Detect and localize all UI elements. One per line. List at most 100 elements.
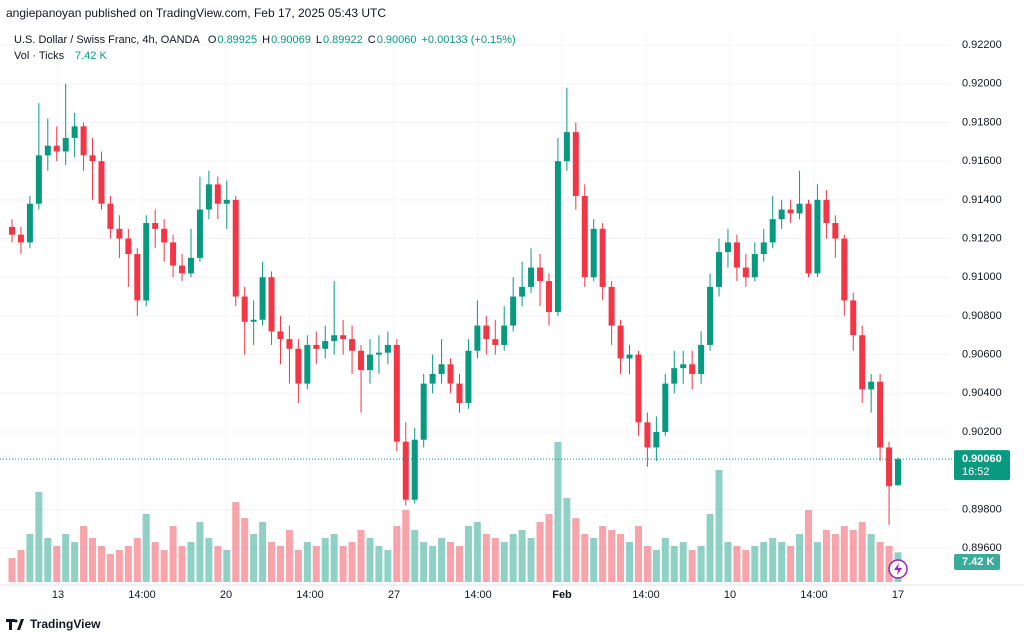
candle-body [152,223,159,229]
volume-bar [71,542,79,582]
candle-body [590,228,597,278]
volume-bar [626,542,634,582]
volume-bar [581,534,589,582]
volume-bar [769,538,777,582]
brand-name: TradingView [30,617,101,631]
x-tick-label: 14:00 [800,589,828,601]
candle-body [205,184,212,210]
y-tick-label: 0.90600 [962,349,1002,361]
volume-title: Vol · Ticks [14,50,65,62]
x-tick-label: 13 [52,589,64,601]
volume-bar [89,538,97,582]
legend-key: C [368,34,376,46]
candle-body [510,296,517,326]
volume-bar [348,542,356,582]
candle-body [474,325,481,351]
candle-body [886,447,893,487]
volume-bar [35,492,43,582]
y-tick-label: 0.92000 [962,78,1002,90]
volume-bar [563,498,571,582]
volume-bar [187,542,195,582]
volume-bar [634,526,642,582]
volume-bar [813,542,821,582]
volume-bar [706,514,714,582]
y-tick-label: 0.92200 [962,39,1002,51]
volume-bar [742,550,750,582]
candle-body [187,257,194,274]
candle-body [143,223,150,301]
candle-body [751,254,758,278]
candle-body [420,383,427,440]
candle-body [295,348,302,384]
volume-bar [321,538,329,582]
x-tick-label: 27 [388,589,400,601]
volume-bar [366,538,374,582]
candle-body [832,223,839,239]
volume-bar [250,534,258,582]
volume-bar [223,550,231,582]
candle-body [608,286,615,326]
y-tick-label: 0.91800 [962,116,1002,128]
volume-bar [697,546,705,582]
x-tick-label: 20 [220,589,232,601]
candle-body [769,219,776,243]
volume-bar [885,546,893,582]
volume-bar [259,522,267,582]
legend-value: 0.89925 [217,34,257,46]
candle-body [778,209,785,220]
candle-body [483,325,490,340]
candle-body [250,319,257,322]
volume-bar [402,510,410,582]
volume-bar [760,542,768,582]
candle-body [841,238,848,301]
candle-body [116,228,123,239]
candle-body [653,431,660,448]
volume-bar [151,542,159,582]
volume-bar [876,542,884,582]
volume-bar [294,550,302,582]
candle-body [465,350,472,403]
volume-bar [715,470,723,582]
volume-bar [160,550,168,582]
y-tick-label: 0.91400 [962,194,1002,206]
candle-body [340,335,347,340]
candle-body [662,383,669,432]
candle-body [537,267,544,282]
candle-body [358,350,365,371]
volume-bar [169,526,177,582]
axes: 0.92200 0.92000 0.91800 0.91600 0.91400 0.912… [0,39,1010,601]
candle-body [313,344,320,349]
volume-bar [106,554,114,582]
volume-bar [724,542,732,582]
volume-bar [491,538,499,582]
volume-bar [285,530,293,582]
volume-value: 7.42 K [75,50,107,62]
volume-bar [303,542,311,582]
volume-bar [831,534,839,582]
candle-body [805,203,812,274]
publisher: angiepanoyan published on TradingView.co… [6,6,386,20]
candle-body [89,155,96,162]
volume-bar [527,538,535,582]
candle-body [402,441,409,500]
volume-bar [44,538,52,582]
volume-bar [500,542,508,582]
volume-bar [617,534,625,582]
candle-body [384,344,391,353]
volume-badge [954,554,1000,570]
candle-body [859,335,866,390]
candle-body [644,422,651,448]
candle-body [9,226,15,235]
candle-body [232,199,239,297]
candle-body [429,373,436,384]
candle-body [411,439,418,500]
countdown: 16:52 [962,466,990,478]
volume-bar [608,530,616,582]
alert-icon[interactable] [888,559,908,579]
volume-bar [796,534,804,582]
volume-bar [518,530,526,582]
x-tick-label: Feb [552,589,572,601]
candle-body [563,132,570,162]
legend-change: +0.00133 (+0.15%) [421,34,515,46]
brand-logo[interactable]: TradingView [6,617,101,631]
